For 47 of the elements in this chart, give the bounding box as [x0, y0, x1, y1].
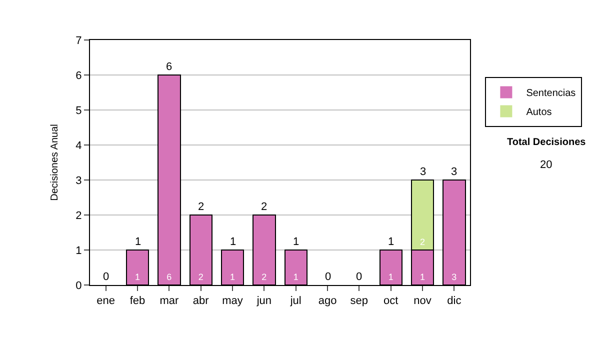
- data-label: 2: [420, 237, 426, 247]
- x-tick-label: ene: [96, 295, 116, 308]
- x-tick-label: dic: [447, 295, 462, 308]
- total-label: 6: [166, 61, 172, 73]
- data-label: 1: [134, 272, 140, 282]
- data-label: 2: [262, 272, 267, 282]
- total-label: 2: [261, 201, 268, 213]
- x-tick-label: nov: [414, 295, 432, 308]
- y-tick-label: 2: [76, 210, 82, 222]
- total-label: 1: [293, 236, 300, 248]
- y-tick-label: 0: [76, 280, 82, 292]
- x-tick-label: feb: [130, 295, 146, 308]
- data-label: 6: [166, 272, 172, 282]
- total-label: 1: [230, 236, 236, 248]
- y-tick-label: 3: [76, 174, 82, 187]
- total-label: 1: [388, 236, 394, 248]
- legend-label: Sentencias: [526, 88, 576, 100]
- total-label: 1: [135, 236, 142, 248]
- y-tick-label: 5: [76, 104, 82, 117]
- legend-label: Autos: [526, 107, 552, 118]
- data-label: 1: [420, 272, 426, 282]
- total-label: 3: [420, 166, 426, 178]
- y-tick-label: 7: [76, 34, 82, 47]
- x-tick-label: abr: [192, 295, 210, 308]
- x-tick-label: sep: [350, 295, 368, 308]
- data-label: 1: [230, 272, 236, 282]
- data-label: 3: [452, 272, 457, 282]
- total-label: 0: [356, 271, 362, 283]
- text: Total Decisiones: [507, 137, 586, 148]
- x-tick-label: jun: [256, 295, 272, 308]
- total-label: 3: [451, 166, 458, 178]
- x-tick-label: oct: [383, 295, 398, 308]
- data-label: 1: [293, 272, 298, 282]
- total-label: 0: [325, 271, 332, 283]
- total-label: 2: [198, 201, 204, 213]
- x-tick-label: jul: [289, 295, 302, 308]
- y-tick-label: 1: [76, 244, 82, 257]
- x-tick-label: may: [222, 295, 244, 308]
- data-label: 2: [198, 272, 204, 282]
- x-tick-label: ago: [318, 295, 337, 308]
- y-tick-label: 6: [76, 70, 82, 82]
- total-label: 0: [103, 271, 110, 283]
- y-tick-label: 4: [76, 140, 82, 152]
- text: 20: [540, 159, 552, 171]
- x-tick-label: mar: [160, 295, 179, 308]
- data-label: 1: [388, 272, 394, 282]
- y-axis-title: Decisiones Anual: [50, 124, 61, 201]
